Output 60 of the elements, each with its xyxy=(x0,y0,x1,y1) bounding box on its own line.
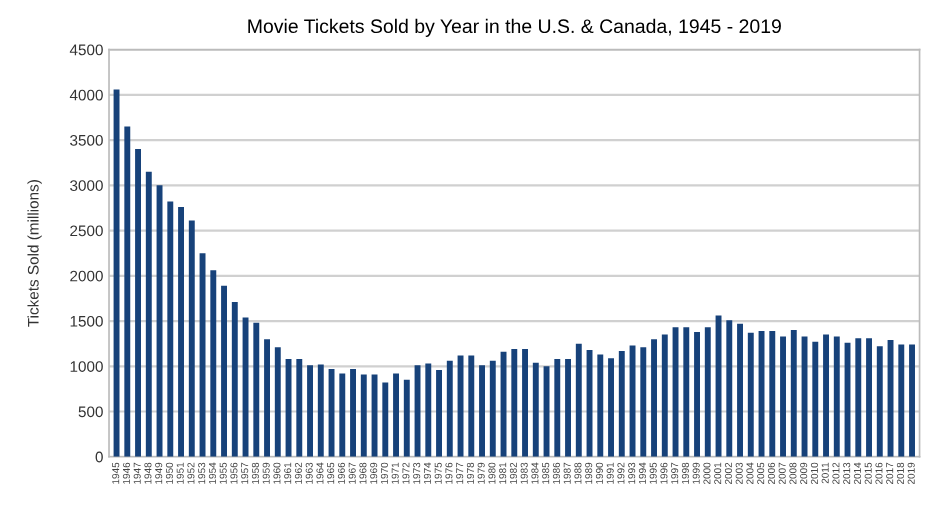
bar xyxy=(575,343,582,457)
bar xyxy=(360,374,367,457)
bar xyxy=(694,331,700,457)
bar xyxy=(199,253,206,457)
bar xyxy=(909,344,915,457)
bar xyxy=(231,302,238,457)
bar xyxy=(403,379,410,457)
bar xyxy=(425,363,432,457)
bar xyxy=(274,347,281,457)
bar xyxy=(683,327,690,457)
bar xyxy=(511,349,518,457)
bar xyxy=(350,368,356,457)
bar xyxy=(737,323,743,457)
bar xyxy=(145,171,152,457)
bar xyxy=(823,334,829,457)
bar xyxy=(790,330,797,457)
bar xyxy=(167,201,174,457)
bar xyxy=(253,322,260,457)
bar xyxy=(307,365,313,457)
bar xyxy=(468,355,475,457)
bar xyxy=(608,358,614,457)
bar xyxy=(532,362,539,457)
bar xyxy=(812,341,819,457)
bar xyxy=(780,336,786,457)
bar xyxy=(651,339,657,457)
bar xyxy=(436,369,442,457)
bar xyxy=(866,338,872,457)
bar xyxy=(296,359,303,457)
bar xyxy=(393,373,399,457)
bar xyxy=(747,332,754,457)
bar xyxy=(554,359,561,457)
bar xyxy=(210,270,217,457)
bar xyxy=(479,365,485,457)
bar xyxy=(704,327,711,457)
bar xyxy=(855,338,862,457)
bar xyxy=(124,126,131,457)
bar xyxy=(769,330,776,457)
bar xyxy=(339,373,346,457)
bar xyxy=(382,382,389,457)
bar xyxy=(726,320,733,457)
bar xyxy=(898,344,905,457)
bar xyxy=(597,354,604,457)
bar xyxy=(876,346,883,457)
bar xyxy=(565,359,571,457)
bar xyxy=(317,364,324,457)
bar xyxy=(113,89,120,457)
bar xyxy=(618,350,625,457)
chart-title: Movie Tickets Sold by Year in the U.S. & Canada, 1945 - 2019 xyxy=(248,18,781,37)
bar xyxy=(661,334,668,457)
bar xyxy=(640,347,647,457)
bar xyxy=(188,220,195,457)
bar xyxy=(135,149,141,457)
bar xyxy=(221,285,227,457)
bar xyxy=(489,360,496,457)
bar xyxy=(156,185,163,457)
bar xyxy=(264,339,270,457)
bar xyxy=(178,207,184,457)
bar xyxy=(833,336,840,457)
bar xyxy=(522,349,528,457)
bar xyxy=(446,360,453,457)
